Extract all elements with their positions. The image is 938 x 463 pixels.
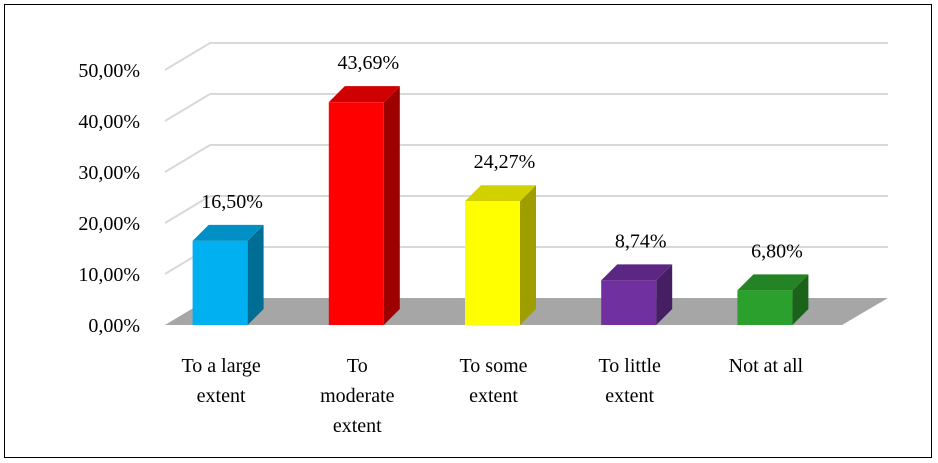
data-label: 8,74%	[615, 230, 667, 252]
category-label: To some	[459, 355, 527, 377]
y-tick-label: 50,00%	[78, 60, 140, 82]
bar	[192, 240, 248, 325]
gridline-side	[164, 42, 211, 71]
category-label: extent	[469, 385, 518, 407]
category-label: extent	[197, 385, 246, 407]
bar-top	[465, 185, 536, 202]
bar-side	[792, 274, 809, 325]
bar-top	[192, 224, 264, 241]
bar-top	[601, 264, 673, 281]
category-label: To	[347, 355, 368, 377]
gridline-side	[164, 144, 211, 173]
gridline-side	[164, 93, 211, 122]
data-label: 24,27%	[474, 151, 536, 173]
bar	[737, 290, 793, 325]
bar-side	[247, 224, 264, 325]
y-tick-label: 20,00%	[78, 213, 140, 235]
category-label: Not at all	[729, 355, 804, 377]
bar-side	[383, 86, 400, 325]
category-label: To little	[598, 355, 661, 377]
bar-side	[656, 264, 673, 325]
gridline-side	[164, 195, 211, 224]
bar	[601, 280, 657, 325]
category-label: extent	[605, 385, 654, 407]
bar	[328, 102, 384, 325]
bar-top	[737, 274, 809, 291]
bar-side	[520, 185, 536, 325]
y-tick-label: 0,00%	[88, 315, 140, 337]
data-label: 16,50%	[201, 191, 263, 213]
y-tick-label: 30,00%	[78, 162, 140, 184]
category-label: moderate	[320, 385, 395, 407]
data-label: 6,80%	[751, 240, 803, 262]
data-label: 43,69%	[337, 52, 399, 74]
category-label: extent	[333, 415, 382, 437]
y-tick-label: 40,00%	[78, 111, 140, 133]
y-tick-label: 10,00%	[78, 264, 140, 286]
category-label: To a large	[181, 355, 260, 377]
bar-top	[328, 86, 400, 103]
bar	[465, 201, 520, 325]
